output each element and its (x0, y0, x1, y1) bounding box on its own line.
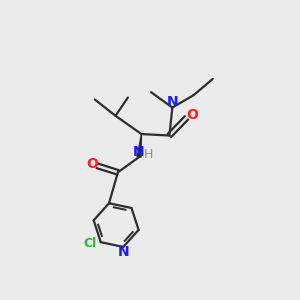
Text: N: N (167, 95, 178, 109)
Text: Cl: Cl (83, 237, 96, 250)
Polygon shape (137, 134, 141, 157)
Text: N: N (118, 245, 130, 259)
Text: O: O (86, 158, 98, 171)
Text: O: O (186, 109, 198, 122)
Text: N: N (133, 145, 144, 159)
Text: H: H (144, 148, 154, 161)
